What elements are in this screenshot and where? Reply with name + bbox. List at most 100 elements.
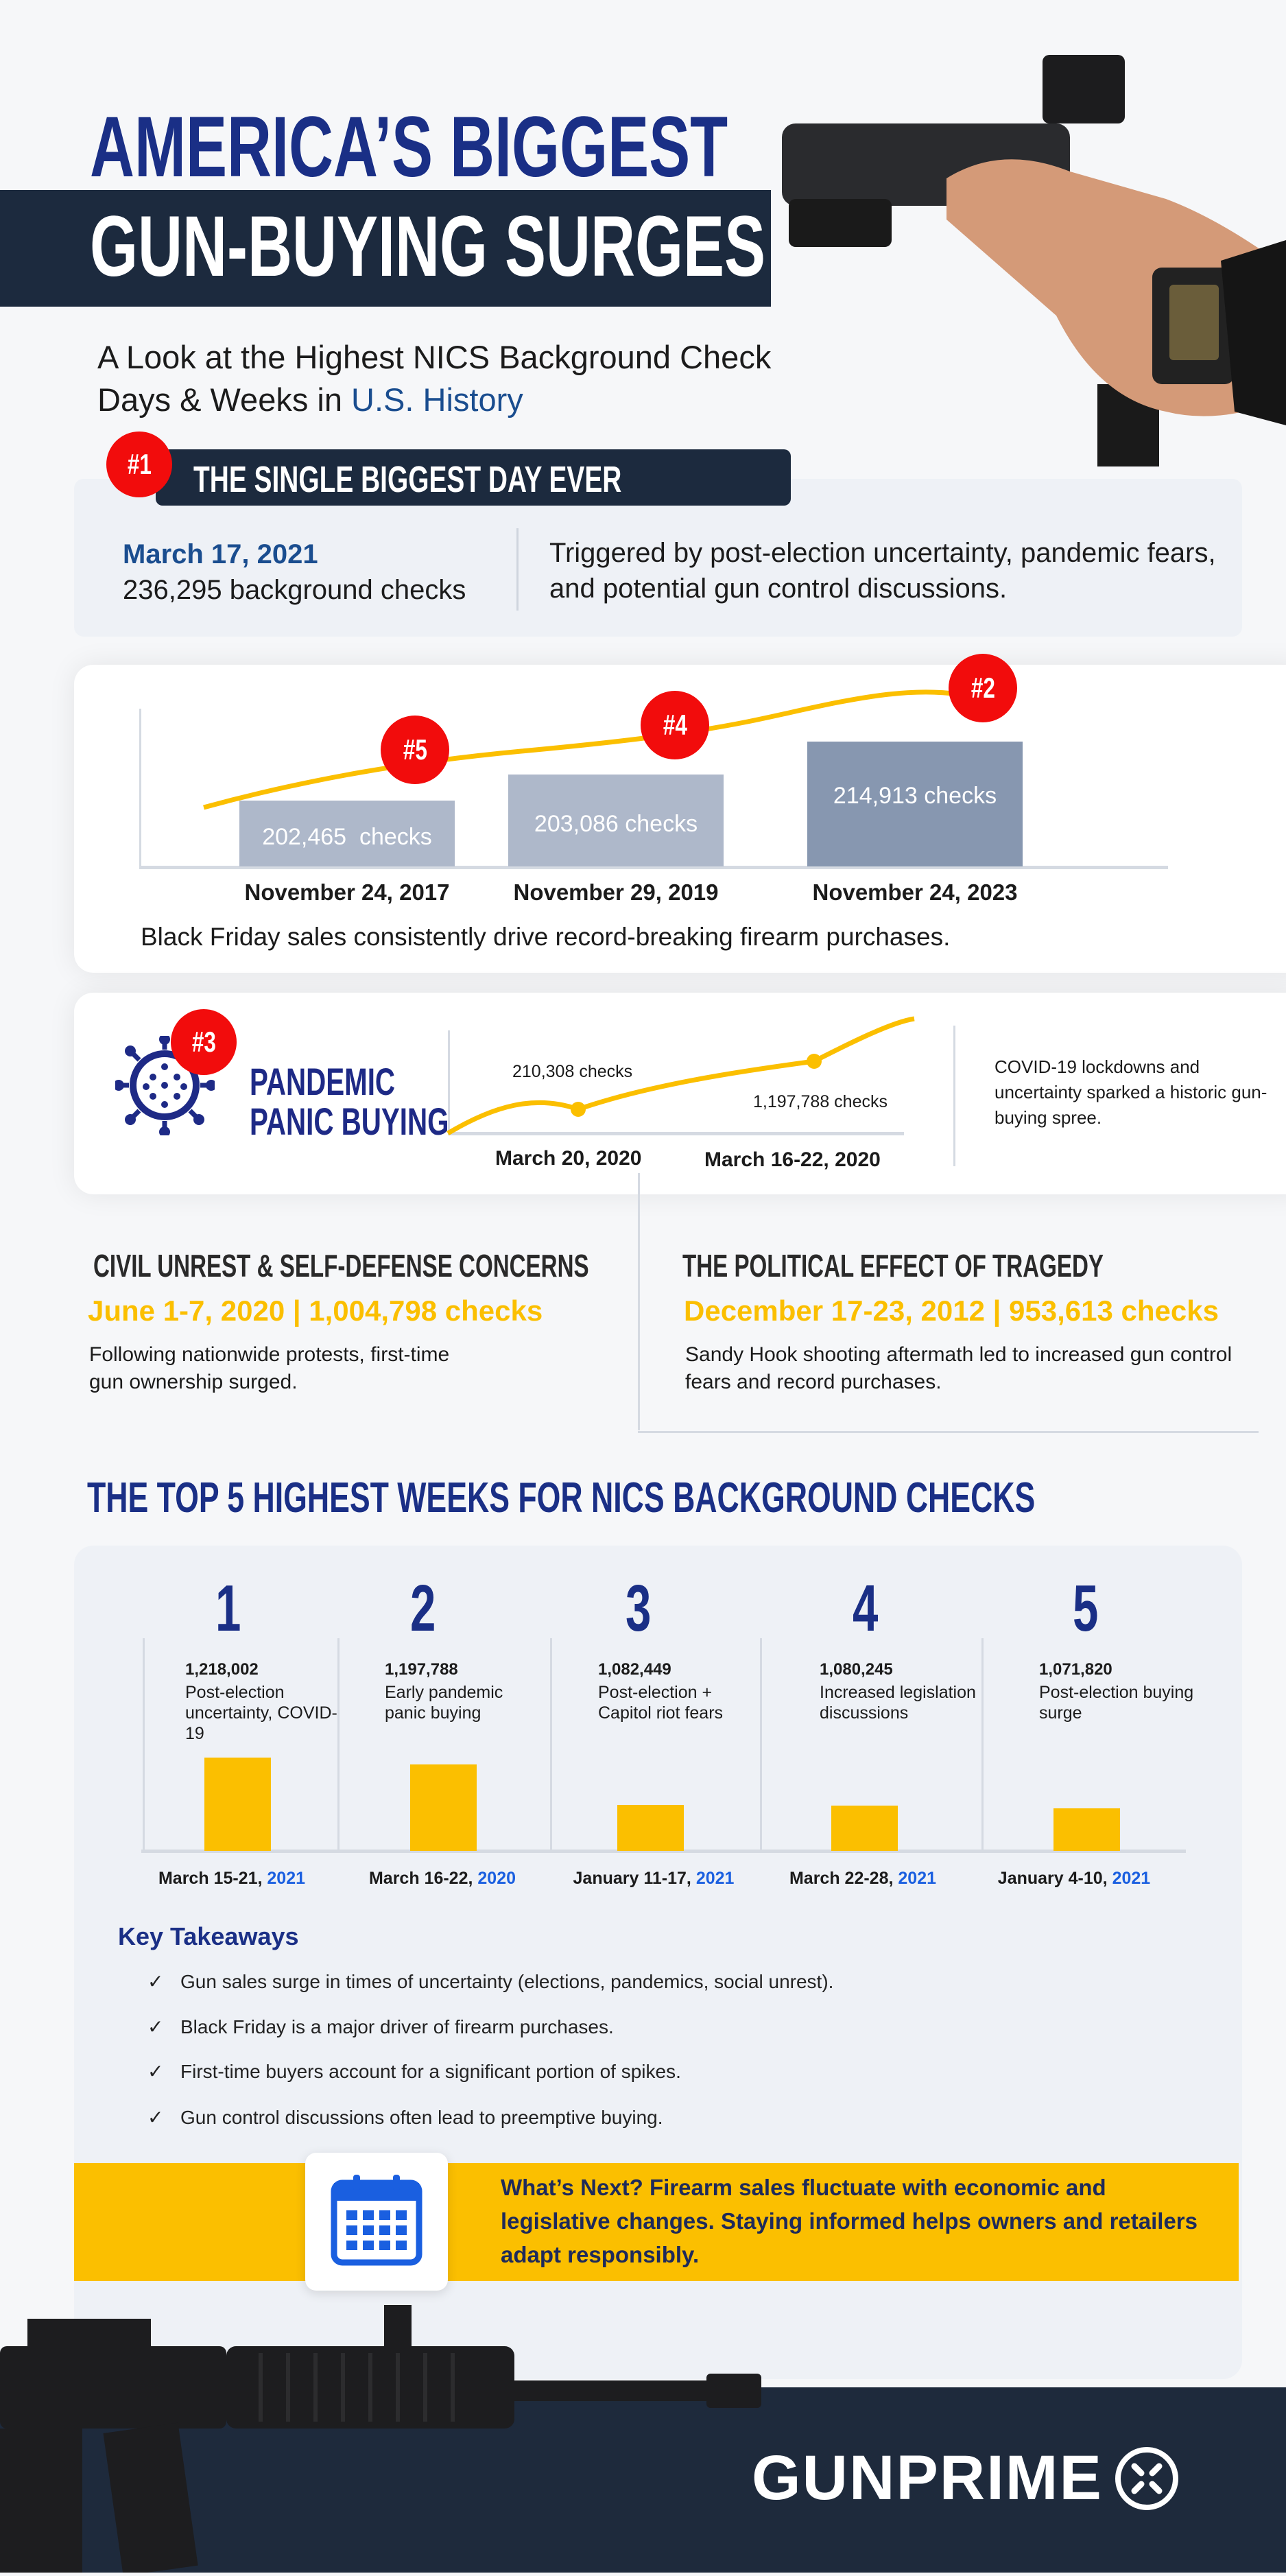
takeaway-text: Black Friday is a major driver of firear… — [180, 2016, 614, 2037]
rank-badge-text: #4 — [663, 709, 687, 741]
black-friday-bar: 202,465 checks — [239, 801, 455, 866]
subtitle-highlight: U.S. History — [351, 381, 523, 418]
week-date: January 11-17, 2021 — [540, 1869, 767, 1889]
week-rank-text: 4 — [853, 1572, 879, 1645]
title-line-1: AMERICA’S BIGGEST — [90, 99, 728, 195]
rifle-image — [0, 2278, 768, 2576]
whats-next-text: What’s Next? Firearm sales fluctuate wit… — [501, 2175, 1198, 2267]
check-icon: ✓ — [147, 2061, 164, 2082]
brand-name: GUNPRIME — [752, 2443, 1103, 2513]
week-date-year: 2021 — [898, 1869, 937, 1888]
black-friday-trend-line — [203, 689, 981, 810]
week-description: Post-election uncertainty, COVID-19 — [185, 1683, 337, 1743]
rank-badge-3: #3 — [171, 1009, 237, 1075]
week-description: Post-election buying surge — [1039, 1683, 1194, 1723]
week-date-text: March 16-22, — [368, 1869, 478, 1888]
takeaway-item: ✓ Black Friday is a major driver of firea… — [147, 2016, 614, 2038]
week-rank-text: 1 — [215, 1572, 241, 1645]
title-line-2: GUN-BUYING SURGES — [90, 199, 766, 294]
biggest-day-heading: THE SINGLE BIGGEST DAY EVER — [193, 459, 622, 500]
subtitle-line-2: Days & Weeks in — [97, 381, 352, 418]
title-band — [0, 190, 771, 307]
pandemic-description: COVID-19 lockdowns and uncertainty spark… — [995, 1056, 1267, 1128]
black-friday-bar: 214,913 checks — [807, 742, 1023, 866]
pandemic-title: PANDEMIC PANIC BUYING — [250, 1060, 449, 1143]
week-date: March 15-21, 2021 — [119, 1869, 345, 1889]
hero-gun-image — [741, 41, 1286, 466]
tragedy-body: Sandy Hook shooting aftermath led to inc… — [685, 1343, 1233, 1393]
column-divider — [760, 1638, 762, 1851]
check-icon: ✓ — [147, 2107, 164, 2128]
takeaway-item: ✓ First-time buyers account for a signifi… — [147, 2060, 681, 2083]
column-divider — [337, 1638, 340, 1851]
week-checks: 1,197,788 — [385, 1660, 458, 1679]
week-date-text: January 11-17, — [573, 1869, 696, 1888]
bar-label: 202,465 checks — [262, 824, 432, 850]
pandemic-point-2-label: 1,197,788 checks — [753, 1092, 888, 1111]
week-bar — [617, 1805, 684, 1851]
takeaways-heading: Key Takeaways — [118, 1922, 299, 1950]
pandemic-card — [74, 993, 1286, 1194]
week-rank: 1 — [187, 1571, 270, 1646]
week-date-year: 2021 — [267, 1869, 306, 1888]
takeaway-text: Gun sales surge in times of uncertainty … — [180, 1971, 834, 1992]
pandemic-point-1 — [571, 1102, 586, 1117]
week-rank: 3 — [597, 1571, 680, 1646]
week-date: March 16-22, 2020 — [329, 1869, 556, 1889]
top5-heading: THE TOP 5 HIGHEST WEEKS FOR NICS BACKGRO… — [87, 1474, 1036, 1522]
week-date-year: 2021 — [1112, 1869, 1151, 1888]
check-icon: ✓ — [147, 2016, 164, 2037]
pandemic-date-2: March 16-22, 2020 — [704, 1148, 881, 1171]
rank-badge: #2 — [949, 654, 1017, 722]
week-rank: 4 — [824, 1571, 907, 1646]
week-bar — [410, 1764, 477, 1851]
pandemic-chart-x-axis — [448, 1132, 904, 1135]
tragedy-heading: THE POLITICAL EFFECT OF TRAGEDY — [682, 1248, 1104, 1284]
biggest-day-description: Triggered by post-election uncertainty, … — [549, 538, 1216, 604]
week-bar — [204, 1758, 271, 1851]
week-description: Post-election + Capitol riot fears — [598, 1683, 724, 1723]
pandemic-chart-y-axis — [448, 1030, 450, 1133]
tragedy-stat: December 17-23, 2012 | 953,613 checks — [684, 1295, 1219, 1327]
column-divider — [550, 1638, 552, 1851]
week-bar — [1053, 1808, 1120, 1851]
black-friday-bar: 203,086 checks — [508, 775, 724, 866]
week-description: Early pandemic panic buying — [385, 1683, 503, 1723]
crosshair-icon — [1115, 2446, 1178, 2510]
week-date-year: 2021 — [695, 1869, 735, 1888]
bar-date-label: November 29, 2019 — [513, 879, 719, 905]
rank-badge-1: #1 — [106, 432, 172, 497]
virus-icon — [115, 1036, 215, 1135]
takeaway-item: ✓ Gun sales surge in times of uncertainty… — [147, 1970, 833, 1993]
week-date-year: 2020 — [477, 1869, 516, 1888]
week-description: Increased legislation discussions — [820, 1683, 976, 1723]
rank-badge: #5 — [381, 716, 449, 784]
rank-badge-text: #5 — [403, 733, 427, 766]
whats-next-banner — [74, 2163, 1239, 2281]
section-divider-horizontal — [638, 1431, 1259, 1433]
civil-unrest-heading: CIVIL UNREST & SELF-DEFENSE CONCERNS — [93, 1248, 589, 1284]
chart-y-axis — [139, 709, 141, 868]
rank-badge-text: #2 — [971, 672, 995, 704]
check-icon: ✓ — [147, 1971, 164, 1992]
week-checks: 1,218,002 — [185, 1660, 259, 1679]
subtitle-line-1: A Look at the Highest NICS Background Ch… — [97, 339, 772, 375]
black-friday-caption: Black Friday sales consistently drive re… — [141, 923, 951, 951]
bar-date-label: November 24, 2017 — [244, 879, 450, 905]
bar-date-label: November 24, 2023 — [812, 879, 1018, 905]
calendar-icon — [331, 2175, 422, 2266]
biggest-day-divider — [516, 528, 519, 611]
column-divider — [143, 1638, 145, 1851]
civil-unrest-stat: June 1-7, 2020 | 1,004,798 checks — [88, 1295, 543, 1327]
week-checks: 1,080,245 — [820, 1660, 893, 1679]
week-rank: 2 — [382, 1571, 464, 1646]
calendar-icon-box — [305, 2153, 448, 2291]
pandemic-date-1: March 20, 2020 — [495, 1147, 642, 1170]
chart-x-axis — [139, 866, 1168, 869]
week-date-text: January 4-10, — [997, 1869, 1112, 1888]
week-date-text: March 22-28, — [789, 1869, 898, 1888]
biggest-day-checks: 236,295 background checks — [123, 575, 466, 605]
week-date-text: March 15-21, — [158, 1869, 267, 1888]
takeaway-item: ✓ Gun control discussions often lead to p… — [147, 2106, 663, 2129]
section-divider-vertical — [638, 1173, 640, 1430]
